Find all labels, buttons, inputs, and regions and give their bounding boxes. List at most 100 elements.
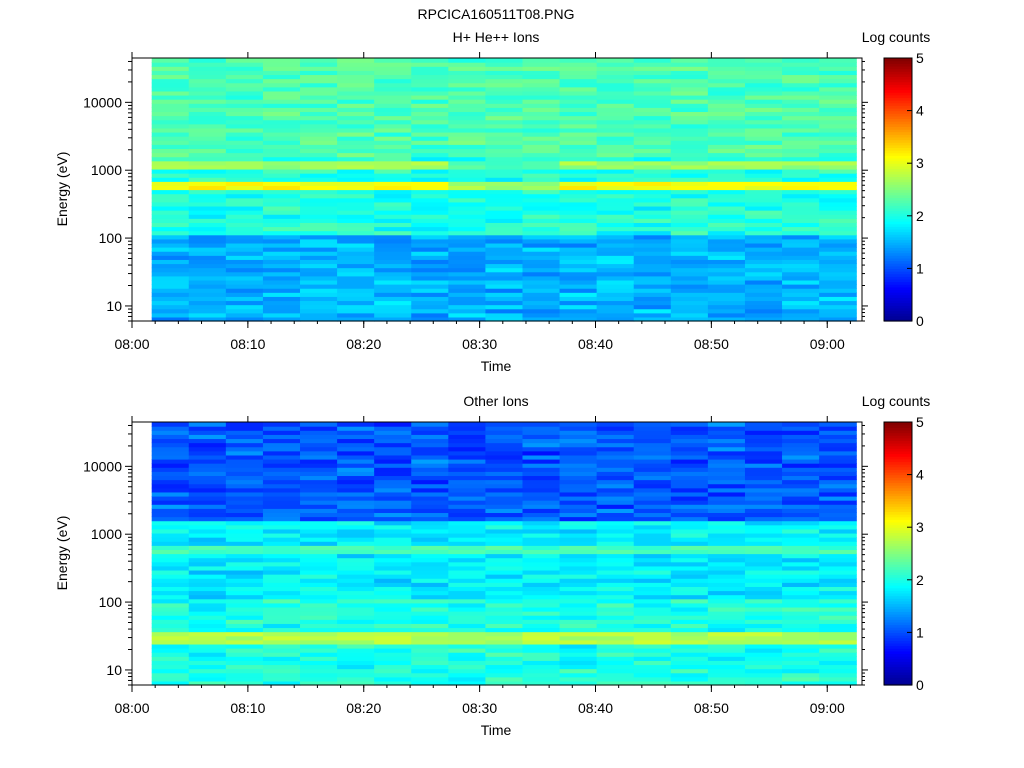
heatmap-cell bbox=[744, 648, 783, 653]
heatmap-cell bbox=[151, 115, 190, 121]
heatmap-cell bbox=[782, 234, 820, 240]
heatmap-cell bbox=[819, 168, 857, 174]
heatmap-cell bbox=[485, 123, 524, 129]
heatmap-cell bbox=[300, 214, 338, 219]
heatmap-cell bbox=[300, 177, 338, 182]
heatmap-cell bbox=[707, 119, 746, 125]
heatmap-cell bbox=[448, 483, 487, 489]
heatmap-cell bbox=[262, 504, 301, 509]
heatmap-cell bbox=[782, 557, 820, 563]
heatmap-cell bbox=[151, 267, 190, 273]
heatmap-cell bbox=[448, 467, 487, 472]
heatmap-cell bbox=[188, 255, 227, 260]
heatmap-cell bbox=[262, 82, 301, 88]
heatmap-cell bbox=[782, 635, 820, 641]
heatmap-cell bbox=[782, 553, 820, 559]
heatmap-cell bbox=[819, 467, 857, 472]
heatmap-cell bbox=[522, 537, 561, 542]
heatmap-cell bbox=[744, 123, 783, 129]
heatmap-cell bbox=[485, 660, 524, 666]
heatmap-cell bbox=[744, 676, 783, 682]
colorbar-segment bbox=[884, 100, 912, 104]
heatmap-cell bbox=[744, 430, 783, 435]
heatmap-cell bbox=[448, 103, 487, 108]
heatmap-cell bbox=[522, 279, 561, 285]
heatmap-cell bbox=[744, 487, 783, 493]
heatmap-cell bbox=[374, 279, 412, 285]
heatmap-cell bbox=[559, 74, 598, 80]
heatmap-cell bbox=[151, 107, 190, 113]
heatmap-cell bbox=[151, 271, 190, 277]
heatmap-cell bbox=[485, 475, 524, 481]
heatmap-cell bbox=[596, 504, 635, 509]
heatmap-cell bbox=[670, 99, 709, 104]
heatmap-cell bbox=[670, 508, 709, 514]
heatmap-cell bbox=[300, 512, 338, 518]
heatmap-cell bbox=[670, 119, 709, 125]
heatmap-cell bbox=[374, 598, 412, 604]
heatmap-cell bbox=[559, 193, 598, 199]
heatmap-cell bbox=[151, 631, 190, 637]
heatmap-cell bbox=[151, 140, 190, 145]
heatmap-cell bbox=[262, 520, 301, 526]
heatmap-cell bbox=[225, 300, 264, 306]
heatmap-cell bbox=[225, 648, 264, 653]
heatmap-cell bbox=[151, 288, 190, 293]
heatmap-cell bbox=[337, 205, 375, 211]
heatmap-cell bbox=[300, 164, 338, 170]
heatmap-cell bbox=[670, 491, 709, 497]
heatmap-cell bbox=[596, 205, 635, 211]
heatmap-cell bbox=[225, 259, 264, 265]
heatmap-cell bbox=[819, 86, 857, 92]
heatmap-cell bbox=[596, 82, 635, 88]
heatmap-cell bbox=[782, 520, 820, 526]
heatmap-cell bbox=[225, 144, 264, 150]
colorbar-segment bbox=[884, 590, 912, 594]
heatmap-cell bbox=[559, 226, 598, 232]
heatmap-cell bbox=[337, 602, 375, 608]
heatmap-cell bbox=[262, 226, 301, 232]
heatmap-cell bbox=[559, 242, 598, 248]
heatmap-cell bbox=[374, 86, 412, 92]
heatmap-cell bbox=[819, 516, 857, 522]
heatmap-cell bbox=[744, 70, 783, 76]
heatmap-cell bbox=[633, 549, 672, 555]
heatmap-cell bbox=[522, 438, 561, 444]
heatmap-cell bbox=[782, 267, 820, 273]
heatmap-cell bbox=[522, 615, 561, 620]
panel-h-he-ions: H+ He++ Ions Log counts Time Energy (eV) bbox=[54, 29, 930, 374]
heatmap-cell bbox=[559, 611, 598, 616]
heatmap-cell bbox=[559, 82, 598, 88]
heatmap-cell bbox=[374, 66, 412, 71]
heatmap-cell bbox=[151, 279, 190, 285]
heatmap-cell bbox=[374, 210, 412, 215]
heatmap-cell bbox=[744, 222, 783, 228]
heatmap-cell bbox=[448, 58, 487, 63]
heatmap-cell bbox=[522, 504, 561, 509]
colorbar-segment bbox=[884, 118, 912, 122]
heatmap-cell bbox=[262, 230, 301, 236]
heatmap-cell bbox=[374, 99, 412, 104]
heatmap-cell bbox=[485, 586, 524, 592]
heatmap-cell bbox=[485, 422, 524, 427]
heatmap-cell bbox=[522, 574, 561, 579]
heatmap-cell bbox=[337, 438, 375, 444]
heatmap-cell bbox=[188, 442, 227, 448]
heatmap-cell bbox=[337, 119, 375, 125]
heatmap-cell bbox=[596, 94, 635, 100]
heatmap-cell bbox=[337, 524, 375, 530]
heatmap-cell bbox=[448, 160, 487, 166]
heatmap-cell bbox=[522, 214, 561, 219]
heatmap-cell bbox=[300, 185, 338, 191]
heatmap-cell bbox=[670, 242, 709, 248]
heatmap-cell bbox=[300, 532, 338, 538]
heatmap-cell bbox=[522, 131, 561, 137]
heatmap-cell bbox=[151, 123, 190, 129]
heatmap-cell bbox=[596, 590, 635, 596]
heatmap-cell bbox=[151, 255, 190, 260]
heatmap-cell bbox=[262, 652, 301, 657]
colorbar-segment bbox=[884, 194, 912, 198]
heatmap-0 bbox=[151, 58, 857, 322]
heatmap-cell bbox=[744, 574, 783, 579]
heatmap-cell bbox=[522, 598, 561, 604]
